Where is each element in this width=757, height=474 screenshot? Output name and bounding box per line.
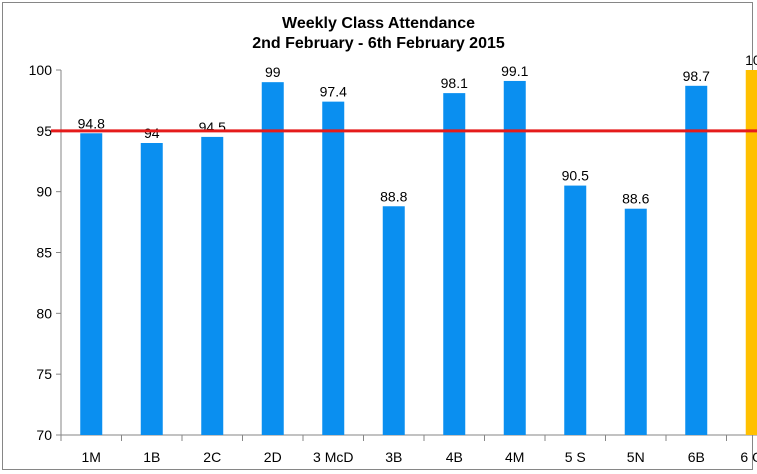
x-tick-label: 4B xyxy=(446,449,463,465)
chart-title-line: Weekly Class Attendance xyxy=(282,15,475,32)
y-tick-label: 85 xyxy=(36,245,52,261)
x-tick-label: 1B xyxy=(143,449,160,465)
x-tick-label: 6B xyxy=(688,449,705,465)
x-tick-label: 5 S xyxy=(565,449,586,465)
bar xyxy=(80,133,103,435)
x-tick-label: 3B xyxy=(385,449,402,465)
data-label: 97.4 xyxy=(320,84,347,100)
data-label: 94.8 xyxy=(78,115,105,131)
y-tick-label: 100 xyxy=(29,62,53,78)
x-tick-label: 1M xyxy=(82,449,101,465)
bar xyxy=(382,206,405,435)
bar xyxy=(443,93,466,435)
bar xyxy=(503,80,526,435)
bar xyxy=(685,85,708,436)
data-label: 88.6 xyxy=(622,191,649,207)
bar xyxy=(140,143,163,435)
chart-subtitle-line: 2nd February - 6th February 2015 xyxy=(252,35,505,52)
bar xyxy=(624,208,647,435)
chart-title: Weekly Class Attendance 2nd February - 6… xyxy=(0,14,757,54)
data-label: 94 xyxy=(144,125,160,141)
data-label: 94.5 xyxy=(199,119,226,135)
x-tick-label: 2C xyxy=(203,449,221,465)
data-label: 90.5 xyxy=(562,168,589,184)
data-label: 98.7 xyxy=(683,68,710,84)
y-tick-label: 90 xyxy=(36,184,52,200)
x-tick-label: 6 OC xyxy=(740,449,757,465)
data-label: 98.1 xyxy=(441,75,468,91)
x-tick-label: 5N xyxy=(627,449,645,465)
data-label: 99 xyxy=(265,64,281,80)
x-tick-label: 3 McD xyxy=(313,449,353,465)
y-tick-label: 75 xyxy=(36,366,52,382)
bar xyxy=(261,82,284,436)
bar xyxy=(745,70,757,435)
bar xyxy=(322,101,345,435)
x-tick-label: 4M xyxy=(505,449,524,465)
data-label: 88.8 xyxy=(380,188,407,204)
x-tick-label: 2D xyxy=(264,449,282,465)
bar xyxy=(201,136,224,435)
bar xyxy=(564,185,587,435)
y-tick-label: 70 xyxy=(36,427,52,443)
y-tick-label: 80 xyxy=(36,305,52,321)
data-label: 100 xyxy=(745,52,757,68)
data-label: 99.1 xyxy=(501,63,528,79)
y-tick-label: 95 xyxy=(36,123,52,139)
